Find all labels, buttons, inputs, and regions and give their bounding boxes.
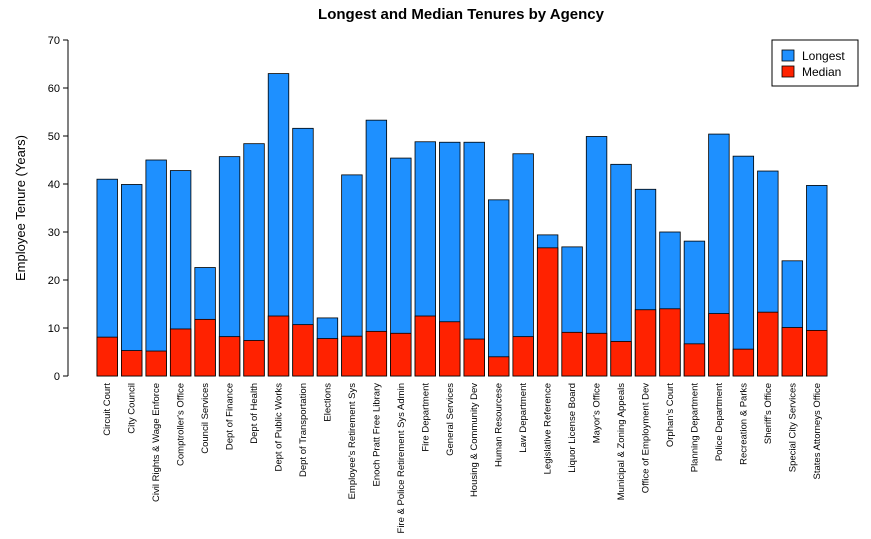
x-tick-label: Liquor License Board <box>567 383 578 473</box>
x-tick-label: Special City Services <box>787 383 798 472</box>
bar-median <box>488 356 510 377</box>
x-tick-label: Human Resourcese <box>494 383 505 467</box>
y-tick-label: 50 <box>48 131 60 143</box>
legend-label-longest: Longest <box>802 49 845 63</box>
bars-group <box>96 73 828 377</box>
x-tick-label: Legislative Reference <box>543 383 554 474</box>
bar-median <box>390 332 412 377</box>
x-tick-label: Comptroller's Office <box>176 383 187 466</box>
bar-median <box>610 341 632 377</box>
legend-swatch-longest <box>781 49 795 62</box>
x-tick-label: Circuit Court <box>102 383 113 436</box>
bar-median <box>536 247 559 377</box>
x-tick-label: Dept of Transportation <box>298 383 309 477</box>
y-axis-label: Employee Tenure (Years) <box>13 135 28 281</box>
y-tick-label: 40 <box>48 179 60 191</box>
y-tick-label: 70 <box>48 35 60 47</box>
x-tick-label: Elections <box>322 383 333 422</box>
chart-title: Longest and Median Tenures by Agency <box>318 6 605 23</box>
bar-median <box>585 332 608 377</box>
x-tick-label: Office of Employment Dev <box>641 383 652 493</box>
bar-longest <box>488 199 510 377</box>
bar-median <box>218 336 241 377</box>
bar-longest <box>145 159 167 377</box>
bar-median <box>267 315 290 377</box>
y-tick-label: 30 <box>48 227 60 239</box>
bar-median <box>781 327 803 377</box>
y-axis: 0 10 20 30 40 50 60 70 <box>48 35 69 383</box>
x-tick-label: Dept of Finance <box>225 383 236 450</box>
bar-median <box>414 315 436 377</box>
x-axis-labels: Circuit Court City Council Civil Rights & … <box>102 383 823 534</box>
x-tick-label: Mayor's Office <box>592 383 603 443</box>
bar-longest <box>121 184 143 377</box>
bar-median <box>659 308 681 377</box>
legend: Longest Median <box>771 39 859 87</box>
y-tick-label: 10 <box>48 323 60 335</box>
x-tick-label: Dept of Health <box>249 383 260 444</box>
x-tick-label: Fire & Police Retirement Sys Admin <box>396 383 407 533</box>
x-tick-label: Dept of Public Works <box>274 383 285 472</box>
bar-median <box>463 338 485 377</box>
bar-median <box>732 348 755 377</box>
x-tick-label: Recreation & Parks <box>738 383 749 465</box>
bar-median <box>708 313 730 377</box>
legend-label-median: Median <box>802 65 841 79</box>
x-tick-label: Police Department <box>714 383 725 462</box>
bar-median <box>121 350 143 377</box>
bar-median <box>169 328 192 377</box>
x-tick-label: States Attorneys Office <box>812 383 823 479</box>
bar-median <box>341 335 363 377</box>
x-tick-label: General Services <box>445 383 456 456</box>
bar-median <box>243 340 265 377</box>
bar-median <box>316 338 339 377</box>
x-tick-label: Employee's Retirement Sys <box>347 383 358 500</box>
x-tick-label: Planning Department <box>689 383 700 473</box>
x-tick-label: Sheriff's Office <box>763 383 774 444</box>
y-tick-label: 60 <box>48 83 60 95</box>
legend-swatch-median <box>781 65 795 78</box>
x-tick-label: Orphan's Court <box>665 383 676 447</box>
x-tick-label: Municipal & Zoning Appeals <box>616 383 627 500</box>
legend-box <box>771 39 859 87</box>
bar-median <box>512 336 534 377</box>
x-tick-label: Council Services <box>200 383 211 454</box>
x-tick-label: Enoch Pratt Free Library <box>371 383 382 487</box>
bar-median <box>683 343 706 377</box>
bar-median <box>145 350 167 377</box>
x-tick-label: Civil Rights & Wage Enforce <box>151 383 162 502</box>
bar-median <box>757 311 779 377</box>
bar-longest <box>732 155 755 377</box>
bar-median <box>561 331 583 377</box>
x-tick-label: Law Department <box>518 383 529 453</box>
y-tick-label: 0 <box>54 371 60 383</box>
bar-median <box>806 329 828 377</box>
x-tick-label: City Council <box>127 383 138 434</box>
bar-median <box>292 324 314 377</box>
y-tick-label: 20 <box>48 275 60 287</box>
bar-median <box>96 336 118 377</box>
bar-median <box>365 330 388 377</box>
x-tick-label: Housing & Community Dev <box>469 383 480 497</box>
bar-median <box>194 318 216 377</box>
bar-median <box>634 309 657 377</box>
bar-median <box>439 321 461 377</box>
x-tick-label: Fire Department <box>420 383 431 452</box>
